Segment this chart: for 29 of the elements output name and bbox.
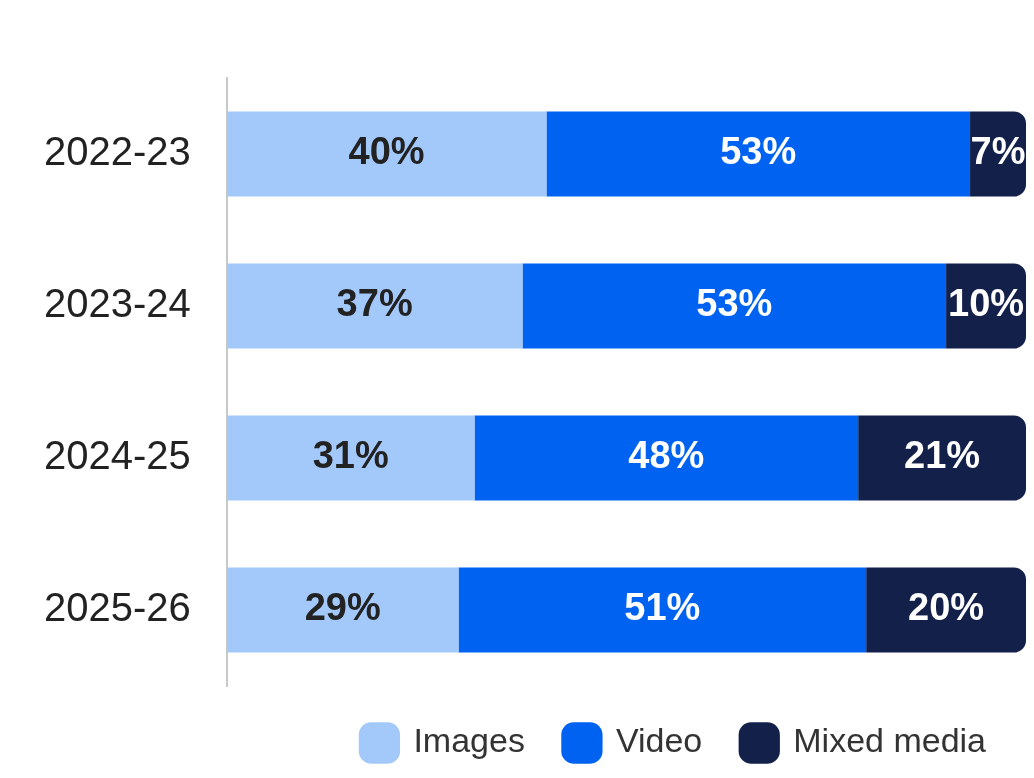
y-tick-label: 2023-24: [44, 281, 191, 326]
data-label: 31%: [312, 434, 389, 477]
bar: [522, 263, 947, 349]
bar: [226, 263, 523, 349]
bar: [546, 111, 971, 197]
bar: [858, 415, 1026, 501]
data-label: 51%: [624, 586, 701, 629]
data-label: 48%: [628, 434, 705, 477]
data-label: 29%: [304, 586, 381, 629]
legend-label: Images: [413, 721, 525, 760]
bar: [226, 415, 475, 501]
bar: [458, 567, 867, 653]
bar: [474, 415, 859, 501]
bar: [226, 567, 459, 653]
data-label: 10%: [948, 282, 1025, 325]
data-label: 37%: [336, 282, 413, 325]
legend-label: Mixed media: [793, 721, 987, 760]
data-label: 40%: [348, 130, 425, 173]
data-label: 21%: [904, 434, 981, 477]
data-label: 7%: [970, 130, 1026, 173]
bar: [226, 111, 547, 197]
legend-label: Video: [615, 721, 703, 760]
y-tick-label: 2022-23: [44, 129, 191, 174]
data-label: 53%: [720, 130, 797, 173]
data-label: 53%: [696, 282, 773, 325]
y-tick-label: 2025-26: [44, 585, 191, 630]
bar: [866, 567, 1026, 653]
data-label: 20%: [908, 586, 985, 629]
y-tick-label: 2024-25: [44, 433, 191, 478]
